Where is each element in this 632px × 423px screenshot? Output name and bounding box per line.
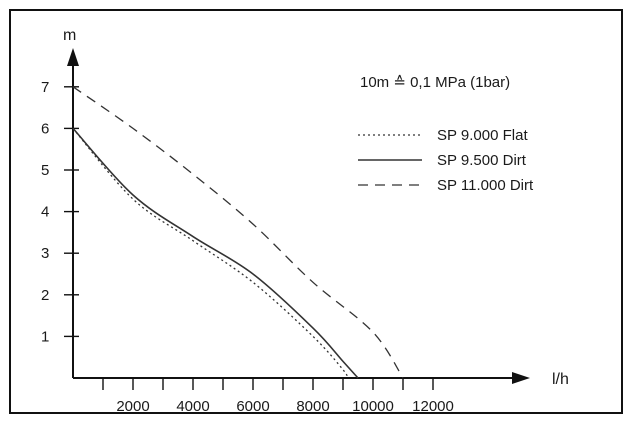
y-tick-label: 5 (41, 162, 49, 179)
x-axis-unit: l/h (552, 371, 569, 388)
series-line-3 (72, 86, 404, 379)
y-axis-unit: m (63, 27, 76, 44)
legend-label: SP 9.000 Flat (437, 127, 528, 144)
y-tick-label: 7 (41, 79, 49, 96)
legend-label: SP 11.000 Dirt (437, 177, 534, 194)
y-tick-label: 2 (41, 287, 49, 304)
series-lines (72, 86, 404, 379)
x-tick-label: 4000 (176, 398, 209, 415)
series-line-1 (72, 127, 349, 379)
x-axis-arrow (512, 372, 530, 384)
axes: m l/h (63, 27, 569, 388)
chart-frame (9, 9, 623, 414)
x-ticks: 2000 4000 6000 8000 10000 12000 (102, 378, 454, 415)
y-tick-label: 4 (41, 204, 49, 221)
y-axis-arrow (67, 48, 79, 66)
legend-label: SP 9.500 Dirt (437, 152, 527, 169)
y-tick-label: 1 (41, 328, 49, 345)
x-tick-label: 6000 (236, 398, 269, 415)
x-tick-label: 2000 (116, 398, 149, 415)
x-tick-label: 12000 (412, 398, 454, 415)
x-tick-label: 8000 (296, 398, 329, 415)
y-tick-label: 6 (41, 120, 49, 137)
legend: SP 9.000 Flat SP 9.500 Dirt SP 11.000 Dirt (358, 127, 534, 194)
x-tick-label: 10000 (352, 398, 394, 415)
y-ticks: 1 2 3 4 5 6 7 (41, 79, 79, 345)
pressure-annotation: 10m ≙ 0,1 MPa (1bar) (360, 74, 510, 91)
y-tick-label: 3 (41, 245, 49, 262)
series-line-2 (72, 127, 359, 379)
